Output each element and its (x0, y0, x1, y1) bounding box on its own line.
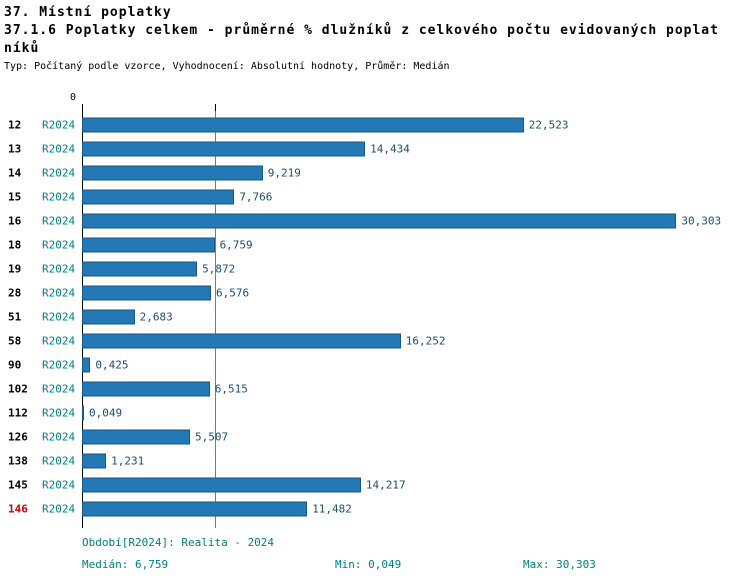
bar-value-label: 14,217 (365, 478, 406, 492)
value-bar (82, 189, 235, 205)
chart-row: 90 R2024 0,425 (0, 353, 750, 377)
row-id-label: 90 (8, 358, 22, 372)
chart-row: 18 R2024 6,759 (0, 233, 750, 257)
report-subtitle-line1: 37.1.6 Poplatky celkem - průměrné % dluž… (4, 23, 719, 38)
bar-value-label: 6,515 (214, 382, 248, 396)
row-period-label: R2024 (42, 310, 76, 324)
report-meta: Typ: Počítaný podle vzorce, Vyhodnocení:… (4, 61, 450, 72)
median-gridline (214, 111, 216, 528)
row-period-label: R2024 (42, 382, 76, 396)
footer-period-label: Období[R2024]: Realita - 2024 (82, 536, 275, 549)
row-period-label: R2024 (42, 262, 76, 276)
bar-value-label: 7,766 (239, 190, 273, 204)
footer-median-label: Medián: 6,759 (82, 558, 169, 571)
bar-value-label: 14,434 (370, 142, 410, 156)
row-period-label: R2024 (42, 406, 76, 420)
value-bar (82, 165, 263, 181)
value-bar (82, 429, 190, 445)
row-period-label: R2024 (42, 478, 76, 492)
footer-max-label: Max: 30,303 (523, 558, 596, 571)
bar-value-label: 9,219 (267, 166, 301, 180)
chart-rows: 12 R2024 22,523 13 R2024 14,434 14 R2024… (0, 113, 750, 521)
row-id-label: 14 (8, 166, 22, 180)
row-id-label: 146 (8, 502, 28, 516)
row-period-label: R2024 (42, 214, 76, 228)
bar-value-label: 5,872 (202, 262, 236, 276)
chart-row: 138 R2024 1,231 (0, 449, 750, 473)
row-period-label: R2024 (42, 286, 76, 300)
report-title: 37. Místní poplatky (4, 5, 172, 20)
bar-value-label: 11,482 (312, 502, 352, 516)
chart-row: 51 R2024 2,683 (0, 305, 750, 329)
chart-row: 12 R2024 22,523 (0, 113, 750, 137)
bar-value-label: 0,425 (95, 358, 129, 372)
row-period-label: R2024 (42, 334, 76, 348)
value-bar (82, 285, 211, 301)
bar-value-label: 6,759 (219, 238, 253, 252)
value-bar (82, 381, 210, 397)
chart-row: 146 R2024 11,482 (0, 497, 750, 521)
value-bar (82, 477, 361, 493)
row-period-label: R2024 (42, 190, 76, 204)
chart-row: 16 R2024 30,303 (0, 209, 750, 233)
bar-value-label: 6,576 (215, 286, 250, 300)
chart-row: 112 R2024 0,049 (0, 401, 750, 425)
value-bar (82, 141, 366, 157)
bar-value-label: 1,231 (111, 454, 145, 468)
value-bar (82, 117, 524, 133)
row-id-label: 138 (8, 454, 28, 468)
value-bar (82, 237, 215, 253)
value-bar (82, 213, 677, 229)
bar-value-label: 2,683 (139, 310, 173, 324)
row-period-label: R2024 (42, 430, 76, 444)
value-bar (82, 501, 308, 517)
row-id-label: 102 (8, 382, 28, 396)
row-id-label: 112 (8, 406, 28, 420)
chart-row: 28 R2024 6,576 (0, 281, 750, 305)
value-bar (82, 261, 198, 277)
value-bar (82, 405, 84, 421)
row-period-label: R2024 (42, 118, 76, 132)
bar-value-label: 22,523 (528, 118, 569, 132)
row-id-label: 126 (8, 430, 28, 444)
chart-row: 14 R2024 9,219 (0, 161, 750, 185)
report-subtitle-line2: níků (4, 41, 40, 56)
row-period-label: R2024 (42, 142, 76, 156)
row-id-label: 16 (8, 214, 22, 228)
bar-value-label: 16,252 (405, 334, 446, 348)
row-id-label: 13 (8, 142, 22, 156)
value-bar (82, 309, 135, 325)
value-bar (82, 333, 401, 349)
row-period-label: R2024 (42, 502, 76, 516)
row-id-label: 12 (8, 118, 22, 132)
value-bar (82, 357, 91, 373)
row-id-label: 58 (8, 334, 22, 348)
chart-row: 145 R2024 14,217 (0, 473, 750, 497)
row-id-label: 18 (8, 238, 22, 252)
chart-row: 102 R2024 6,515 (0, 377, 750, 401)
row-period-label: R2024 (42, 238, 76, 252)
bar-value-label: 5,507 (195, 430, 229, 444)
row-id-label: 51 (8, 310, 22, 324)
bar-value-label: 30,303 (681, 214, 722, 228)
row-id-label: 19 (8, 262, 22, 276)
row-id-label: 28 (8, 286, 22, 300)
row-id-label: 145 (8, 478, 28, 492)
x-axis-zero-label: 0 (70, 92, 77, 103)
row-period-label: R2024 (42, 166, 76, 180)
row-period-label: R2024 (42, 358, 76, 372)
chart-row: 13 R2024 14,434 (0, 137, 750, 161)
value-bar (82, 453, 107, 469)
chart-row: 126 R2024 5,507 (0, 425, 750, 449)
chart-row: 19 R2024 5,872 (0, 257, 750, 281)
bar-value-label: 0,049 (89, 406, 123, 420)
chart-row: 58 R2024 16,252 (0, 329, 750, 353)
median-tick (214, 104, 216, 111)
row-id-label: 15 (8, 190, 22, 204)
row-period-label: R2024 (42, 454, 76, 468)
chart-row: 15 R2024 7,766 (0, 185, 750, 209)
footer-min-label: Min: 0,049 (335, 558, 402, 571)
